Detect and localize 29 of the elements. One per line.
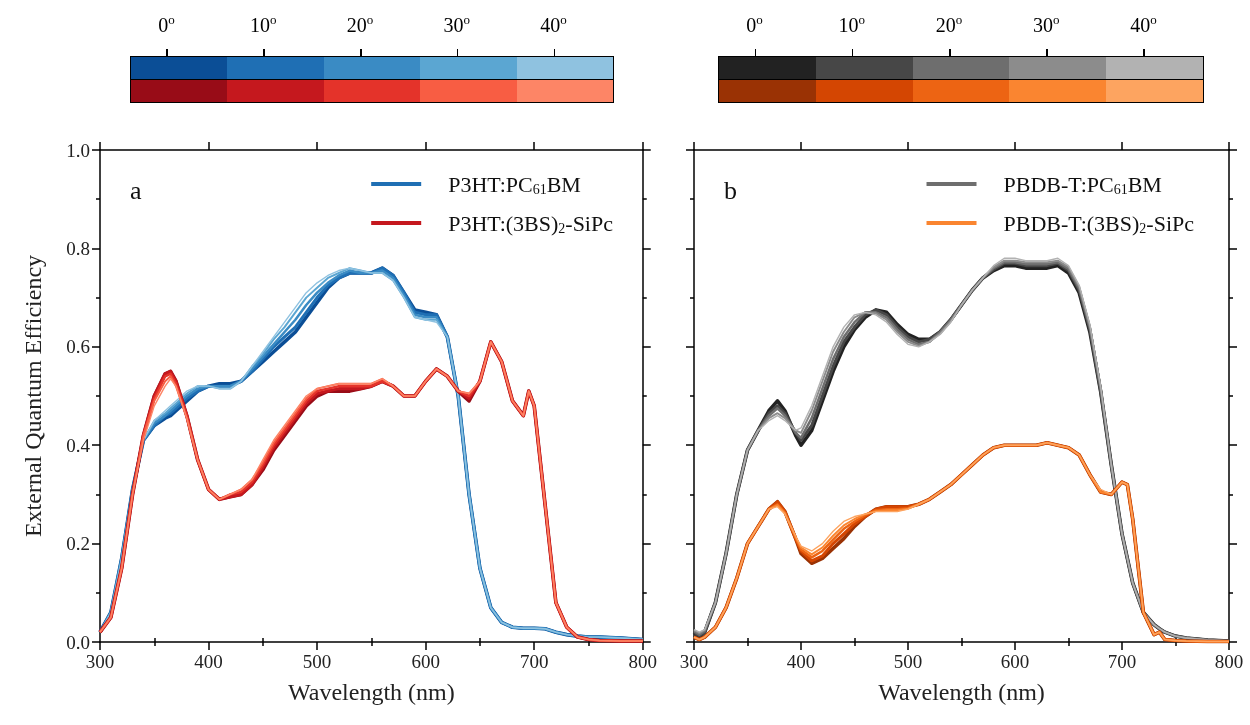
x-tick-label: 600	[1000, 651, 1030, 672]
x-axis-title: Wavelength (nm)	[288, 679, 455, 705]
x-axis-title: Wavelength (nm)	[878, 679, 1045, 705]
y-tick-label: 0.6	[66, 336, 90, 358]
x-tick-label: 700	[519, 651, 549, 672]
y-tick-label: 0.2	[66, 533, 90, 555]
x-tick-label: 800	[1214, 651, 1244, 672]
color-key: 0$^{o}$ 10$^{o}$ 20$^{o}$ 30$^{o}$ 40$^{o}$	[718, 12, 1204, 104]
color-key: 0$^{o}$ 10$^{o}$ 20$^{o}$ 30$^{o}$ 40$^{o}$	[130, 12, 614, 104]
legend-label: P3HT:(3BS)2-SiPc	[448, 210, 614, 236]
text: b	[724, 175, 737, 205]
x-tick-label: 800	[628, 651, 657, 672]
text: a	[130, 175, 142, 205]
x-tick-label: 300	[679, 651, 709, 672]
x-tick-label: 600	[411, 651, 440, 672]
x-tick-label: 500	[893, 651, 923, 672]
x-tick-label: 300	[85, 651, 115, 672]
x-tick-label: 400	[786, 651, 816, 672]
y-axis-title: External Quantum Efficiency	[20, 254, 46, 538]
y-tick-label: 0.0	[66, 631, 90, 653]
legend-label: PBDB-T:(3BS)2-SiPc	[1003, 210, 1195, 236]
x-tick-label: 500	[302, 651, 332, 672]
legend-label: PBDB-T:PC61BM	[1003, 171, 1162, 197]
y-tick-label: 0.8	[66, 237, 90, 259]
x-tick-label: 400	[194, 651, 223, 672]
y-tick-label: 0.4	[66, 434, 91, 456]
x-tick-label: 700	[1107, 651, 1137, 672]
y-tick-label: 1.0	[66, 139, 90, 161]
legend-label: P3HT:PC61BM	[448, 171, 581, 197]
